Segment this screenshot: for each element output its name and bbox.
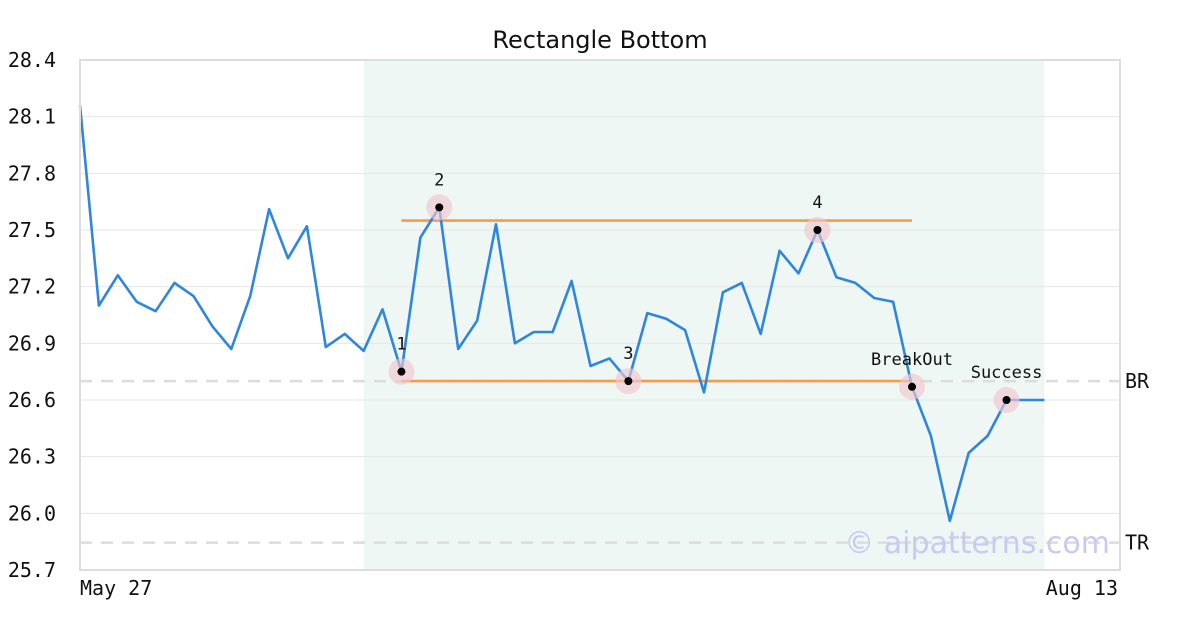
y-tick-label: 25.7 xyxy=(8,558,56,582)
y-tick-label: 28.4 xyxy=(8,48,56,72)
marker-3: 3 xyxy=(615,344,642,395)
rectangle-boundary-lines xyxy=(401,219,912,383)
y-tick-label: 26.9 xyxy=(8,331,56,355)
chart-title: Rectangle Bottom xyxy=(492,26,707,54)
x-axis-tick-labels: May 27 Aug 13 xyxy=(80,576,1118,600)
y-tick-label: 26.6 xyxy=(8,388,56,412)
marker-point xyxy=(813,226,822,234)
marker-success: Success xyxy=(971,363,1043,413)
marker-label: BreakOut xyxy=(871,350,953,370)
x-tick-label-end: Aug 13 xyxy=(1046,576,1118,600)
y-tick-label: 26.0 xyxy=(8,501,56,525)
marker-label: 3 xyxy=(623,344,633,364)
y-tick-label: 27.2 xyxy=(8,275,56,299)
y-tick-label: 27.5 xyxy=(8,218,56,242)
marker-point xyxy=(435,203,444,212)
marker-point xyxy=(397,367,406,376)
marker-2: 2 xyxy=(426,170,453,221)
reference-lines: BR TR xyxy=(80,369,1150,555)
price-series-line xyxy=(78,105,1045,523)
x-tick-label-start: May 27 xyxy=(80,576,152,600)
marker-1: 1 xyxy=(388,335,415,385)
reference-label-tr: TR xyxy=(1125,531,1150,555)
plot-frame xyxy=(79,59,1121,571)
marker-point xyxy=(624,377,633,386)
y-tick-label: 26.3 xyxy=(8,445,56,469)
y-tick-label: 27.8 xyxy=(8,161,56,185)
reference-label-br: BR xyxy=(1125,369,1150,393)
marker-label: Success xyxy=(971,363,1043,383)
pattern-markers: 1 2 3 4 BreakOut Success xyxy=(388,170,1042,413)
marker-label: 4 xyxy=(812,193,822,213)
watermark: © aipatterns.com xyxy=(844,526,1110,561)
marker-point xyxy=(1002,396,1011,404)
pattern-region xyxy=(363,60,1045,570)
y-tick-label: 28.1 xyxy=(8,105,56,129)
marker-breakout: BreakOut xyxy=(871,350,953,400)
marker-label: 2 xyxy=(434,170,444,190)
y-axis-tick-labels: 25.7 26.0 26.3 26.6 26.9 27.2 27.5 27.8 28.1 28.4 xyxy=(8,48,56,582)
marker-label: 1 xyxy=(396,335,406,355)
marker-4: 4 xyxy=(804,193,831,243)
marker-point xyxy=(908,382,916,391)
